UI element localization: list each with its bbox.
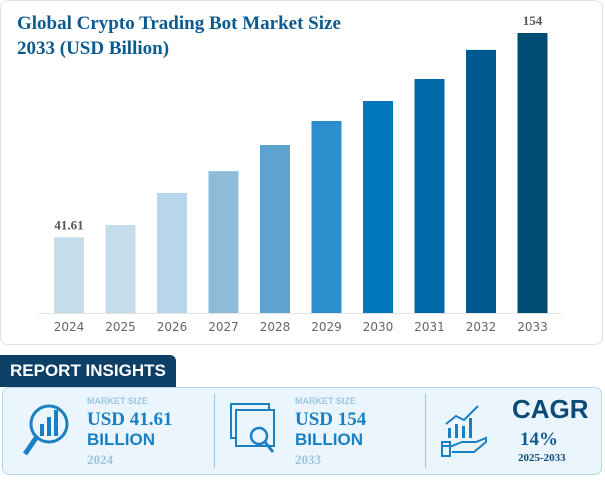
bar-chart: 2024 41.61 2025 2026 2027 2028 2029 2030 2031 203…	[38, 13, 562, 334]
bar-2026	[157, 193, 187, 313]
insight-unit: BILLION	[87, 430, 155, 449]
divider	[425, 394, 426, 468]
x-tick-label: 2033	[517, 320, 548, 334]
bar-2030	[363, 101, 393, 313]
insight-market-size-2024: MARKET SIZE USD 41.61 BILLION 2024	[3, 388, 213, 474]
x-tick-label: 2029	[311, 320, 342, 334]
report-insights-header: REPORT INSIGHTS	[0, 355, 176, 387]
insight-year: 2033	[295, 452, 321, 467]
insight-year: 2024	[87, 452, 113, 467]
bar-2025	[105, 225, 136, 313]
insight-cagr: CAGR 14% 2025-2033	[426, 388, 601, 474]
x-tick-label: 2027	[208, 320, 239, 334]
insight-unit: BILLION	[295, 430, 363, 449]
insight-market-size-2033: MARKET SIZE USD 154 BILLION 2033	[215, 388, 425, 474]
data-label: 41.61	[54, 217, 83, 232]
cagr-value: 14%	[520, 429, 558, 450]
data-label: 154	[523, 13, 543, 28]
insight-value: USD 41.61	[87, 409, 173, 430]
bar-2032	[466, 49, 496, 314]
x-tick-label: 2025	[105, 320, 136, 334]
browser-chart-search-icon	[230, 403, 275, 453]
x-tick-label: 2024	[54, 320, 85, 334]
cagr-label: CAGR	[512, 394, 589, 424]
x-tick-label: 2032	[466, 320, 497, 334]
insights-panel: MARKET SIZE USD 41.61 BILLION 2024 MARKE…	[2, 387, 602, 475]
x-tick-label: 2026	[157, 320, 188, 334]
divider	[214, 394, 215, 468]
cagr-period: 2025-2033	[518, 452, 566, 464]
bar-2028	[260, 145, 290, 313]
x-tick-label: 2028	[260, 320, 291, 334]
insight-label: MARKET SIZE	[295, 396, 357, 406]
bar-2027	[208, 171, 239, 313]
chart-card: Global Crypto Trading Bot Market Size 20…	[0, 0, 603, 345]
x-tick-label: 2031	[414, 320, 445, 334]
x-tick-label: 2030	[363, 320, 394, 334]
chart-title: Global Crypto Trading Bot Market Size 20…	[17, 13, 341, 59]
insight-value: USD 154	[295, 409, 367, 430]
bar-2031	[414, 79, 445, 313]
bar-2024	[54, 237, 84, 313]
insight-label: MARKET SIZE	[87, 396, 149, 406]
magnifier-chart-icon	[22, 404, 69, 456]
hand-growth-chart-icon	[441, 405, 487, 457]
bar-2033	[517, 33, 548, 313]
bar-2029	[311, 121, 342, 313]
